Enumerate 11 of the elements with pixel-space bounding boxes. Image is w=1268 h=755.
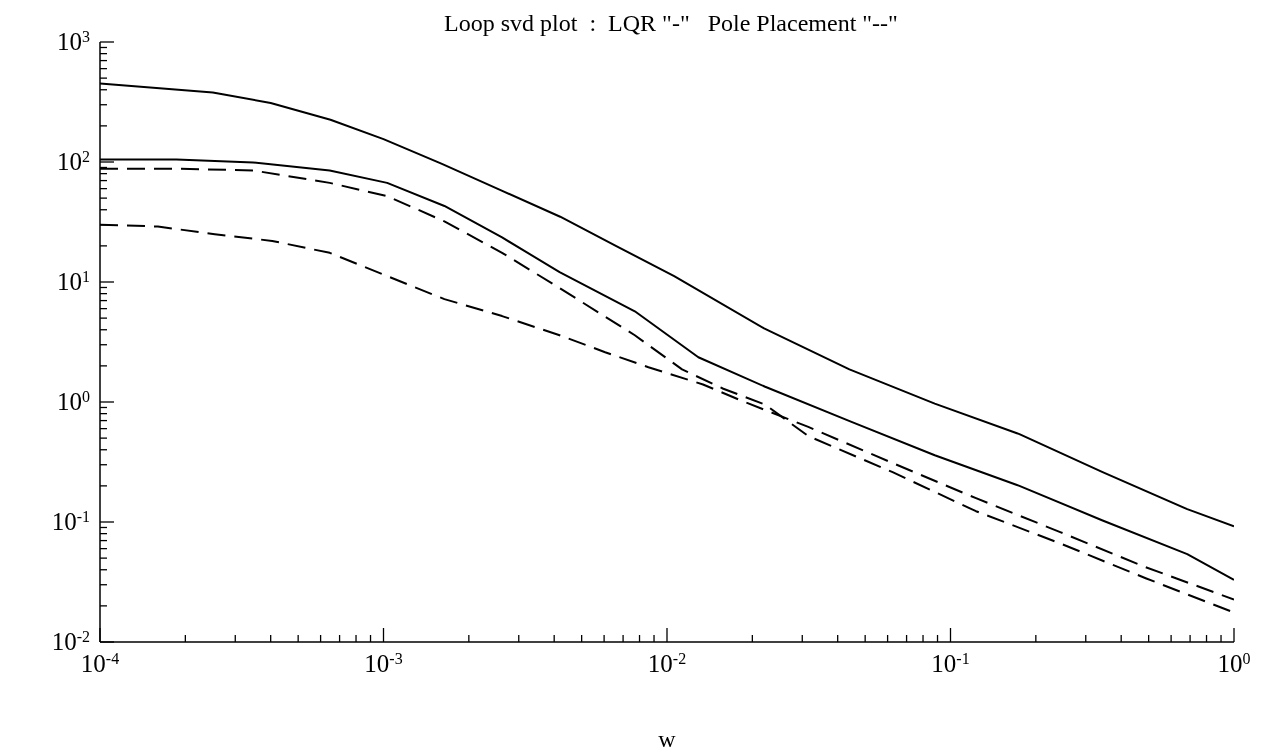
x-tick-label: 10$^{-3}$ xyxy=(364,649,403,677)
x-tick-label: 10$^{-2}$ xyxy=(647,649,687,677)
x-tick-label: 10$^{0}$ xyxy=(1217,649,1251,677)
y-tick-label: 10$^{2}$ xyxy=(57,147,90,175)
y-tick-label: 10$^{1}$ xyxy=(57,267,90,295)
y-tick-label: 10$^{0}$ xyxy=(57,387,90,415)
y-tick-label: 10$^{-1}$ xyxy=(51,507,90,535)
x-tick-label: 10$^{-1}$ xyxy=(931,649,970,677)
chart-title: Loop svd plot : LQR "-" Pole Placement "--" xyxy=(443,9,899,38)
x-axis-title: w xyxy=(658,726,677,752)
y-tick-label: 10$^{3}$ xyxy=(57,27,90,55)
